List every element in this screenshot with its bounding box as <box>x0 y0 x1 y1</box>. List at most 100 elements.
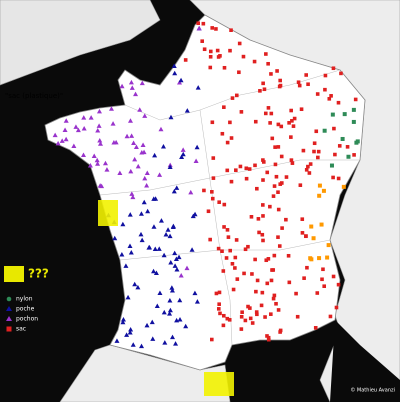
marker <box>269 111 274 116</box>
marker <box>262 160 266 164</box>
marker <box>264 52 268 56</box>
marker <box>234 168 238 172</box>
marker <box>294 291 298 296</box>
legend-label: sac <box>16 326 26 333</box>
marker <box>211 176 216 180</box>
marker <box>234 238 239 242</box>
legend-swatch <box>4 266 24 282</box>
marker <box>306 164 310 169</box>
marker <box>131 140 137 146</box>
marker <box>261 158 265 162</box>
marker <box>128 327 134 332</box>
marker <box>184 265 190 271</box>
marker <box>336 100 341 105</box>
marker <box>289 135 293 139</box>
marker <box>227 318 232 322</box>
map-title: "sac (plastique)" <box>5 92 63 100</box>
marker <box>313 326 318 330</box>
marker <box>99 183 105 189</box>
marker <box>138 211 144 216</box>
marker <box>250 321 255 325</box>
marker <box>317 256 322 261</box>
marker <box>326 243 331 248</box>
marker <box>214 291 219 296</box>
legend-swatch <box>6 326 12 332</box>
marker <box>63 136 69 142</box>
marker <box>140 142 146 147</box>
marker <box>252 59 257 64</box>
marker <box>279 124 284 129</box>
marker <box>271 194 276 198</box>
marker <box>167 297 173 303</box>
credit: © Mathieu Avanzi <box>350 387 395 394</box>
marker <box>139 149 145 155</box>
marker <box>323 73 328 78</box>
marker <box>225 168 230 173</box>
marker <box>270 136 275 141</box>
marker <box>119 83 125 89</box>
marker <box>286 253 291 258</box>
marker <box>128 168 134 174</box>
marker <box>81 125 87 131</box>
marker <box>271 268 276 272</box>
marker <box>322 128 327 133</box>
marker <box>165 227 171 232</box>
marker <box>173 341 179 346</box>
marker <box>125 294 131 300</box>
marker <box>167 164 173 169</box>
marker <box>314 129 319 134</box>
marker <box>130 194 136 200</box>
marker <box>316 155 320 160</box>
legend-label: ??? <box>28 267 49 281</box>
sea-east <box>330 320 400 402</box>
marker <box>230 261 235 266</box>
marker <box>316 149 321 154</box>
marker <box>177 316 183 322</box>
marker <box>332 126 336 131</box>
marker <box>167 311 173 316</box>
marker <box>340 136 345 141</box>
marker <box>189 247 195 252</box>
marker <box>193 158 199 164</box>
marker <box>139 80 145 86</box>
marker <box>75 127 81 133</box>
marker <box>261 214 265 218</box>
marker <box>132 156 138 162</box>
marker <box>274 301 278 306</box>
marker <box>265 170 270 175</box>
marker <box>260 232 265 237</box>
marker <box>269 72 273 76</box>
marker <box>261 238 265 243</box>
marker <box>129 85 135 90</box>
marker <box>161 252 167 258</box>
marker <box>167 233 173 239</box>
marker <box>215 48 220 53</box>
legend-label: pochon <box>16 316 38 323</box>
marker <box>289 158 294 162</box>
marker <box>231 287 236 292</box>
marker <box>305 265 309 270</box>
marker <box>177 297 183 303</box>
marker <box>331 175 335 180</box>
marker <box>240 310 244 315</box>
marker <box>145 208 151 214</box>
marker <box>195 85 201 90</box>
marker <box>298 183 303 187</box>
marker <box>224 256 229 260</box>
marker <box>156 246 162 251</box>
marker <box>144 183 150 188</box>
marker <box>119 251 125 257</box>
marker <box>208 65 213 70</box>
marker <box>95 128 101 133</box>
marker <box>176 254 182 260</box>
marker <box>276 207 281 212</box>
marker <box>306 82 310 87</box>
france <box>44 14 366 371</box>
marker <box>62 127 68 133</box>
marker <box>266 257 271 261</box>
marker <box>179 154 185 160</box>
marker <box>254 289 258 294</box>
marker <box>102 160 108 166</box>
marker <box>262 87 267 92</box>
